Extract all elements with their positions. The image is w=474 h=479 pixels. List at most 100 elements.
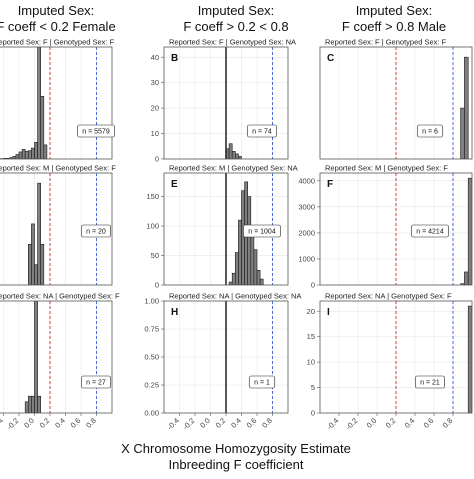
sample-size-label: n = 6: [422, 129, 438, 136]
y-tick-label: 10: [307, 358, 315, 367]
column-title-1-line1: Imputed Sex:: [18, 3, 95, 18]
histogram-bar: [248, 197, 251, 285]
facet-strip-label: Reported Sex: F | Genotyped Sex: F: [325, 38, 447, 47]
histogram-bar: [229, 282, 232, 285]
y-tick-label: 2000: [298, 229, 315, 238]
y-tick-label: 0.00: [144, 409, 159, 418]
histogram-bar: [19, 152, 22, 159]
facet-strip-label: Reported Sex: NA | Genotyped Sex: F: [0, 292, 120, 301]
y-tick-label: 100: [146, 222, 159, 231]
sample-size-label: n = 74: [252, 129, 272, 136]
column-title-1-line2: F coeff < 0.2 Female: [0, 19, 116, 34]
panel-letter: B: [171, 53, 178, 64]
histogram-bar: [229, 144, 232, 159]
y-tick-label: 0: [155, 281, 159, 290]
facet-strip-label: Reported Sex: NA | Genotyped Sex: F: [325, 292, 452, 301]
histogram-bar: [242, 191, 245, 285]
histogram-bar: [461, 108, 465, 159]
y-tick-label: 0.25: [144, 381, 159, 390]
histogram-bar: [38, 183, 41, 285]
histogram-bar: [28, 396, 31, 413]
x-tick-label: 0.6: [69, 416, 83, 430]
panel-letter: F: [327, 179, 333, 190]
y-tick-label: 0.75: [144, 325, 159, 334]
y-tick-label: 1000: [298, 255, 315, 264]
x-tick-label: 0.2: [38, 416, 52, 430]
histogram-bar: [464, 57, 468, 159]
histogram-bar: [28, 151, 31, 159]
histogram-bar: [41, 244, 44, 285]
histogram-bars: [468, 306, 472, 413]
panel-8: Reported Sex: NA | Genotyped Sex: NA0.00…: [144, 290, 301, 432]
x-tick-label: 0.6: [245, 416, 259, 430]
panel-3: Reported Sex: F | Genotyped Sex: F Cn = 6: [320, 36, 472, 159]
histogram-bar: [232, 273, 235, 285]
y-tick-label: 0: [311, 409, 315, 418]
y-tick-label: 3000: [298, 202, 315, 211]
facet-strip-label: Reported Sex: NA | Genotyped Sex: NA: [169, 292, 301, 301]
histogram-bar: [260, 279, 263, 285]
x-axis-title-line2: Inbreeding F coefficient: [169, 457, 304, 472]
histogram-bar: [16, 155, 19, 159]
x-tick-label: 0.0: [198, 416, 212, 430]
histogram-bar: [38, 47, 41, 159]
facet-strip-label: Reported Sex: F | Genotyped Sex: F: [0, 38, 115, 47]
x-tick-label: -0.4: [165, 416, 181, 432]
x-tick-label: 0.2: [384, 416, 398, 430]
y-tick-label: 40: [151, 53, 159, 62]
histogram-bar: [44, 145, 47, 159]
histogram-bar: [41, 96, 44, 159]
sample-size-label: n = 27: [86, 380, 106, 387]
y-tick-label: 4000: [298, 176, 315, 185]
facet-strip-label: Reported Sex: M | Genotyped Sex: F: [325, 164, 448, 173]
y-tick-label: 15: [307, 332, 315, 341]
y-tick-label: 10: [151, 129, 159, 138]
histogram-bar: [31, 396, 34, 413]
x-tick-label: -0.4: [0, 416, 5, 432]
panel-4: Reported Sex: M | Genotyped Sex: Fn = 20: [0, 162, 116, 285]
y-tick-label: 5: [311, 383, 315, 392]
histogram-bar: [464, 272, 468, 285]
column-titles: Imputed Sex: F coeff < 0.2 Female Impute…: [0, 3, 446, 34]
histogram-bar: [35, 301, 38, 413]
column-title-3-line1: Imputed Sex:: [356, 3, 433, 18]
sample-size-label: n = 21: [420, 380, 440, 387]
panels-layer: Reported Sex: F | Genotyped Sex: F n = 55…: [0, 36, 472, 432]
panel-2: Reported Sex: F | Genotyped Sex: NA01020…: [151, 36, 296, 164]
histogram-bar: [38, 396, 41, 413]
facet-strip-label: Reported Sex: M | Genotyped Sex: F: [0, 164, 116, 173]
panel-9: Reported Sex: NA | Genotyped Sex: F 0 5 10 1…: [307, 290, 472, 432]
histogram-bar: [254, 250, 257, 285]
column-title-2-line1: Imputed Sex:: [198, 3, 275, 18]
column-title-2-line2: F coeff > 0.2 < 0.8: [183, 19, 288, 34]
panel-background: [0, 47, 112, 159]
sample-size-label: n = 1004: [248, 229, 276, 236]
x-tick-label: 0.0: [365, 416, 379, 430]
panel-7: Reported Sex: NA | Genotyped Sex: F -0.4-…: [0, 290, 120, 432]
histogram-bar: [257, 270, 260, 285]
x-tick-label: -0.2: [5, 416, 21, 432]
sample-size-label: n = 5579: [82, 129, 110, 136]
histogram-bar: [238, 220, 241, 285]
histogram-bar: [235, 253, 238, 285]
y-tick-label: 0.50: [144, 353, 159, 362]
x-tick-label: 0.4: [53, 416, 67, 430]
histogram-bar: [28, 244, 31, 285]
x-tick-label: -0.4: [325, 416, 341, 432]
histogram-bar: [232, 151, 235, 159]
sample-size-label: n = 1: [254, 380, 270, 387]
facet-strip-label: Reported Sex: M | Genotyped Sex: NA: [169, 164, 298, 173]
histogram-bar: [31, 148, 34, 159]
x-tick-label: 0.2: [214, 416, 228, 430]
histogram-bar: [468, 306, 472, 413]
x-tick-label: 0.4: [403, 416, 417, 430]
panel-5: Reported Sex: M | Genotyped Sex: NA 0 50 10…: [146, 162, 297, 290]
histogram-bar: [35, 142, 38, 159]
panel-letter: C: [327, 53, 334, 64]
panel-letter: H: [171, 307, 178, 318]
x-tick-label: 0.6: [422, 416, 436, 430]
histogram-bar: [25, 402, 28, 413]
y-tick-label: 50: [151, 251, 159, 260]
